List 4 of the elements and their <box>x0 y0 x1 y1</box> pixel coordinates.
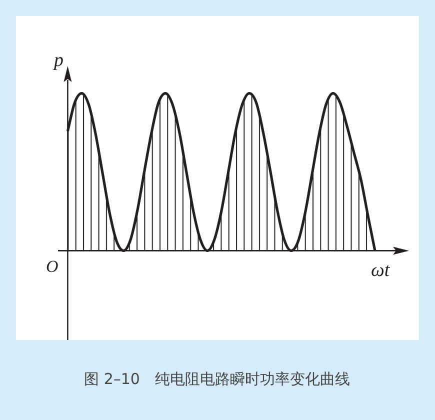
ylabel: p <box>54 50 64 71</box>
title: 图 2–10 纯电阻电路瞬时功率变化曲线 <box>84 370 350 388</box>
xlabel: ωt <box>371 260 390 281</box>
annotation: O <box>46 257 58 276</box>
